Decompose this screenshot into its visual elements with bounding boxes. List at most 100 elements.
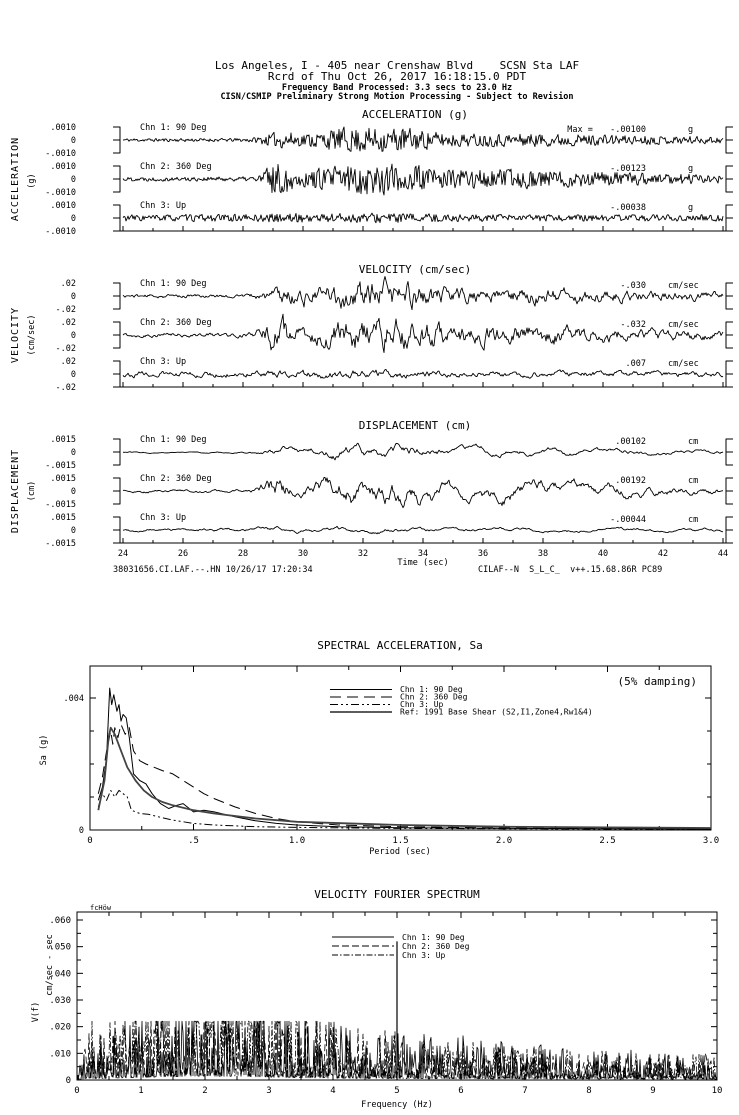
acceleration-waveform-trace bbox=[122, 212, 724, 224]
velocity-peak-unit: cm/sec bbox=[668, 320, 699, 330]
acceleration-right-axis-bracket bbox=[725, 165, 733, 193]
time-axis-tick-label: 34 bbox=[418, 549, 428, 559]
displacement-peak-value: -.00044 bbox=[610, 515, 646, 525]
header-disclaimer-line: CISN/CSMIP Preliminary Strong Motion Pro… bbox=[220, 91, 573, 102]
displacement-waveform-trace bbox=[122, 477, 724, 509]
record-id-footer: 38031656.CI.LAF.--.HN 10/26/17 17:20:34 bbox=[113, 565, 313, 575]
sa-ylabel: Sa (g) bbox=[39, 735, 49, 766]
velocity-left-axis-bracket bbox=[113, 360, 121, 388]
acceleration-peak-unit: g bbox=[688, 125, 693, 135]
displacement-ytick-zero-label: 0 bbox=[71, 526, 76, 536]
displacement-channel-label: Chn 2: 360 Deg bbox=[140, 474, 212, 484]
velocity-ytick-bottom-label: -.02 bbox=[56, 383, 76, 393]
velocity-ytick-top-label: .02 bbox=[61, 279, 76, 289]
time-axis-label: Time (sec) bbox=[397, 558, 448, 568]
sa-curve-4 bbox=[97, 726, 712, 829]
sa-xtick-label: .5 bbox=[188, 836, 199, 846]
time-axis-tick-label: 32 bbox=[358, 549, 368, 559]
sa-xtick-label: 2.0 bbox=[496, 836, 512, 846]
acceleration-channel-label: Chn 2: 360 Deg bbox=[140, 162, 212, 172]
acceleration-max-prefix: Max = bbox=[567, 125, 598, 135]
displacement-left-axis-bracket bbox=[113, 516, 121, 544]
velocity-waveform-trace bbox=[122, 276, 724, 311]
fourier-xtick-label: 2 bbox=[202, 1086, 207, 1096]
sa-xtick-label: 1.5 bbox=[392, 836, 408, 846]
fourier-xtick-label: 3 bbox=[266, 1086, 271, 1096]
velocity-title: VELOCITY (cm/sec) bbox=[359, 263, 472, 276]
time-axis-tick-label: 38 bbox=[538, 549, 548, 559]
velocity-side-label: VELOCITY bbox=[10, 307, 21, 363]
acceleration-title: ACCELERATION (g) bbox=[362, 108, 468, 121]
acceleration-ytick-zero-label: 0 bbox=[71, 175, 76, 185]
velocity-right-axis-bracket bbox=[725, 282, 733, 310]
sa-legend-label-4: Ref: 1991 Base Shear (S2,I1,Zone4,Rw1&4) bbox=[400, 708, 593, 717]
fourier-legend-label-1: Chn 1: 90 Deg bbox=[402, 933, 465, 942]
velocity-left-axis-bracket bbox=[113, 282, 121, 310]
displacement-peak-unit: cm bbox=[688, 476, 698, 486]
displacement-right-axis-bracket bbox=[725, 477, 733, 505]
velocity-peak-value: -.030 bbox=[620, 281, 646, 291]
acceleration-ytick-top-label: .0010 bbox=[50, 201, 76, 211]
velocity-channel-label: Chn 3: Up bbox=[140, 357, 186, 367]
velocity-side-unit: (cm/sec) bbox=[27, 315, 37, 356]
acceleration-waveform-trace bbox=[122, 163, 724, 196]
sa-damping-note: (5% damping) bbox=[618, 675, 697, 688]
time-axis-tick-label: 36 bbox=[478, 549, 488, 559]
fourier-ylabel: V(f) bbox=[31, 1002, 41, 1022]
fourier-xtick-label: 10 bbox=[712, 1086, 723, 1096]
displacement-ytick-top-label: .0015 bbox=[50, 435, 76, 445]
displacement-side-label: DISPLACEMENT bbox=[10, 449, 21, 533]
acceleration-peak-unit: g bbox=[688, 203, 693, 213]
acceleration-side-label: ACCELERATION bbox=[10, 137, 21, 221]
time-axis-tick-label: 40 bbox=[598, 549, 608, 559]
acceleration-side-unit: (g) bbox=[27, 173, 37, 188]
sa-yzero-tick-label: 0 bbox=[79, 826, 84, 836]
velocity-ytick-bottom-label: -.02 bbox=[56, 305, 76, 315]
acceleration-ytick-zero-label: 0 bbox=[71, 214, 76, 224]
displacement-ytick-bottom-label: -.0015 bbox=[45, 500, 76, 510]
time-axis-tick-label: 24 bbox=[118, 549, 128, 559]
header-record-line: Rcrd of Thu Oct 26, 2017 16:18:15.0 PDT bbox=[268, 70, 527, 83]
displacement-side-unit: (cm) bbox=[27, 481, 37, 501]
sa-xtick-label: 2.5 bbox=[599, 836, 615, 846]
velocity-channel-label: Chn 2: 360 Deg bbox=[140, 318, 212, 328]
displacement-channel-label: Chn 3: Up bbox=[140, 513, 186, 523]
acceleration-right-axis-bracket bbox=[725, 126, 733, 154]
fourier-xtick-label: 5 bbox=[394, 1086, 399, 1096]
displacement-left-axis-bracket bbox=[113, 438, 121, 466]
acceleration-right-axis-bracket bbox=[725, 204, 733, 232]
velocity-channel-label: Chn 1: 90 Deg bbox=[140, 279, 207, 289]
velocity-right-axis-bracket bbox=[725, 321, 733, 349]
displacement-right-axis-bracket bbox=[725, 516, 733, 544]
time-axis-tick-label: 42 bbox=[658, 549, 668, 559]
acceleration-waveform-trace bbox=[122, 126, 724, 152]
sa-xtick-label: 3.0 bbox=[703, 836, 719, 846]
velocity-ytick-top-label: .02 bbox=[61, 357, 76, 367]
acceleration-peak-value: -.00038 bbox=[610, 203, 646, 213]
displacement-peak-value: .00192 bbox=[615, 476, 646, 486]
acceleration-left-axis-bracket bbox=[113, 204, 121, 232]
fourier-ytick-label: 0 bbox=[66, 1076, 71, 1086]
acceleration-peak-unit: g bbox=[688, 164, 693, 174]
displacement-ytick-top-label: .0015 bbox=[50, 474, 76, 484]
sa-curve-2 bbox=[97, 723, 712, 830]
displacement-ytick-top-label: .0015 bbox=[50, 513, 76, 523]
velocity-left-axis-bracket bbox=[113, 321, 121, 349]
acceleration-channel-label: Chn 1: 90 Deg bbox=[140, 123, 207, 133]
sa-legend-label-3: Chn 3: Up bbox=[400, 700, 444, 709]
sa-curve-3 bbox=[97, 789, 712, 830]
velocity-ytick-top-label: .02 bbox=[61, 318, 76, 328]
time-axis-tick-label: 26 bbox=[178, 549, 188, 559]
fourier-ytick-label: .040 bbox=[49, 969, 71, 979]
time-axis-tick-label: 28 bbox=[238, 549, 248, 559]
velocity-waveform-trace bbox=[122, 368, 724, 379]
fourier-title: VELOCITY FOURIER SPECTRUM bbox=[314, 888, 480, 901]
displacement-ytick-bottom-label: -.0015 bbox=[45, 539, 76, 549]
acceleration-channel-label: Chn 3: Up bbox=[140, 201, 186, 211]
fourier-ytick-label: .030 bbox=[49, 996, 71, 1006]
displacement-peak-unit: cm bbox=[688, 437, 698, 447]
displacement-channel-label: Chn 1: 90 Deg bbox=[140, 435, 207, 445]
displacement-waveform-trace bbox=[122, 525, 724, 535]
